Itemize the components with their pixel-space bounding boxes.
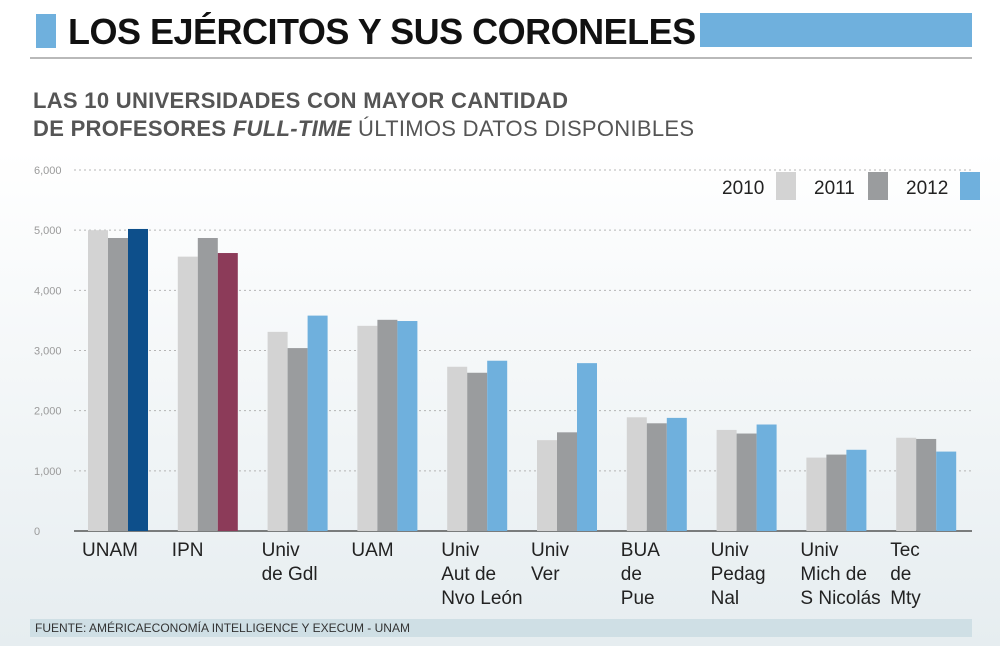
bar-2012 bbox=[397, 321, 418, 531]
legend-swatch bbox=[868, 172, 888, 200]
bar-2012 bbox=[487, 360, 508, 531]
x-category-label: BUA bbox=[621, 540, 660, 561]
x-category-label: Nal bbox=[711, 588, 740, 609]
y-tick-label: 4,000 bbox=[34, 285, 62, 297]
x-category-label: Ver bbox=[531, 564, 560, 585]
x-category-label: Mty bbox=[890, 588, 921, 609]
bar-2010 bbox=[537, 440, 557, 531]
x-category-label: Univ bbox=[800, 540, 839, 561]
bar-2011 bbox=[557, 432, 577, 531]
bar-2011 bbox=[916, 438, 937, 531]
bar-2012 bbox=[936, 451, 957, 531]
header-accent-square bbox=[36, 14, 56, 48]
x-category-label: S Nicolás bbox=[800, 588, 880, 609]
x-category-label: de bbox=[890, 564, 911, 585]
y-tick-label: 0 bbox=[34, 526, 40, 538]
bar-2011 bbox=[377, 319, 398, 531]
bar-2011 bbox=[108, 237, 128, 531]
y-tick-label: 5,000 bbox=[34, 225, 62, 237]
x-category-label: Nvo León bbox=[441, 588, 522, 609]
x-category-label: Univ bbox=[711, 540, 750, 561]
legend-swatch bbox=[960, 172, 980, 200]
header-divider bbox=[30, 57, 972, 59]
bar-2012 bbox=[756, 424, 777, 531]
x-category-label: Pedag bbox=[711, 564, 766, 585]
bar-2010 bbox=[626, 417, 647, 531]
y-tick-label: 6,000 bbox=[34, 165, 62, 177]
x-category-label: Mich de bbox=[800, 564, 867, 585]
bar-2011 bbox=[646, 423, 667, 531]
x-category-label: de Gdl bbox=[262, 564, 318, 585]
bar-2010 bbox=[88, 230, 108, 531]
bar-2011 bbox=[197, 237, 218, 531]
legend-swatch bbox=[776, 172, 796, 200]
bar-2011 bbox=[287, 348, 308, 531]
header-accent-bar bbox=[700, 13, 972, 47]
y-tick-label: 3,000 bbox=[34, 346, 62, 358]
chart-subtitle-line-2: DE PROFESORES FULL-TIME ÚLTIMOS DATOS DI… bbox=[33, 116, 695, 141]
x-category-label: UAM bbox=[351, 540, 393, 561]
source-note: FUENTE: AMÉRICAECONOMÍA INTELLIGENCE Y E… bbox=[30, 619, 972, 637]
chart-subtitle-line-1: LAS 10 UNIVERSIDADES CON MAYOR CANTIDAD bbox=[33, 88, 569, 113]
bar-2010 bbox=[447, 366, 468, 531]
legend-label: 2010 bbox=[722, 178, 764, 199]
x-category-label: UNAM bbox=[82, 540, 138, 561]
x-category-label: Aut de bbox=[441, 564, 496, 585]
x-category-label: Univ bbox=[441, 540, 480, 561]
bar-2010 bbox=[267, 331, 288, 531]
x-category-label: de bbox=[621, 564, 642, 585]
bar-2012 bbox=[846, 449, 867, 531]
bar-2010 bbox=[357, 325, 378, 531]
x-category-label: Univ bbox=[531, 540, 570, 561]
y-tick-label: 1,000 bbox=[34, 466, 62, 478]
bar-2012 bbox=[307, 315, 328, 531]
x-category-label: Pue bbox=[621, 588, 655, 609]
bar-2011 bbox=[826, 454, 847, 531]
x-category-label: IPN bbox=[172, 540, 204, 561]
bar-2012 bbox=[666, 417, 687, 531]
page-title: LOS EJÉRCITOS Y SUS CORONELES bbox=[68, 11, 696, 52]
x-category-label: Tec bbox=[890, 540, 920, 561]
y-tick-label: 2,000 bbox=[34, 406, 62, 418]
bar-2010 bbox=[896, 437, 917, 531]
bar-2012 bbox=[577, 363, 597, 531]
bar-2010 bbox=[806, 457, 827, 531]
bar-2011 bbox=[736, 433, 757, 531]
bar-2010 bbox=[177, 256, 198, 531]
legend-label: 2012 bbox=[906, 178, 948, 199]
bar-2012 bbox=[217, 253, 238, 531]
legend-label: 2011 bbox=[814, 178, 855, 199]
bar-2012 bbox=[128, 228, 148, 532]
x-category-label: Univ bbox=[262, 540, 301, 561]
bar-2010 bbox=[716, 429, 737, 531]
bar-2011 bbox=[467, 372, 488, 531]
